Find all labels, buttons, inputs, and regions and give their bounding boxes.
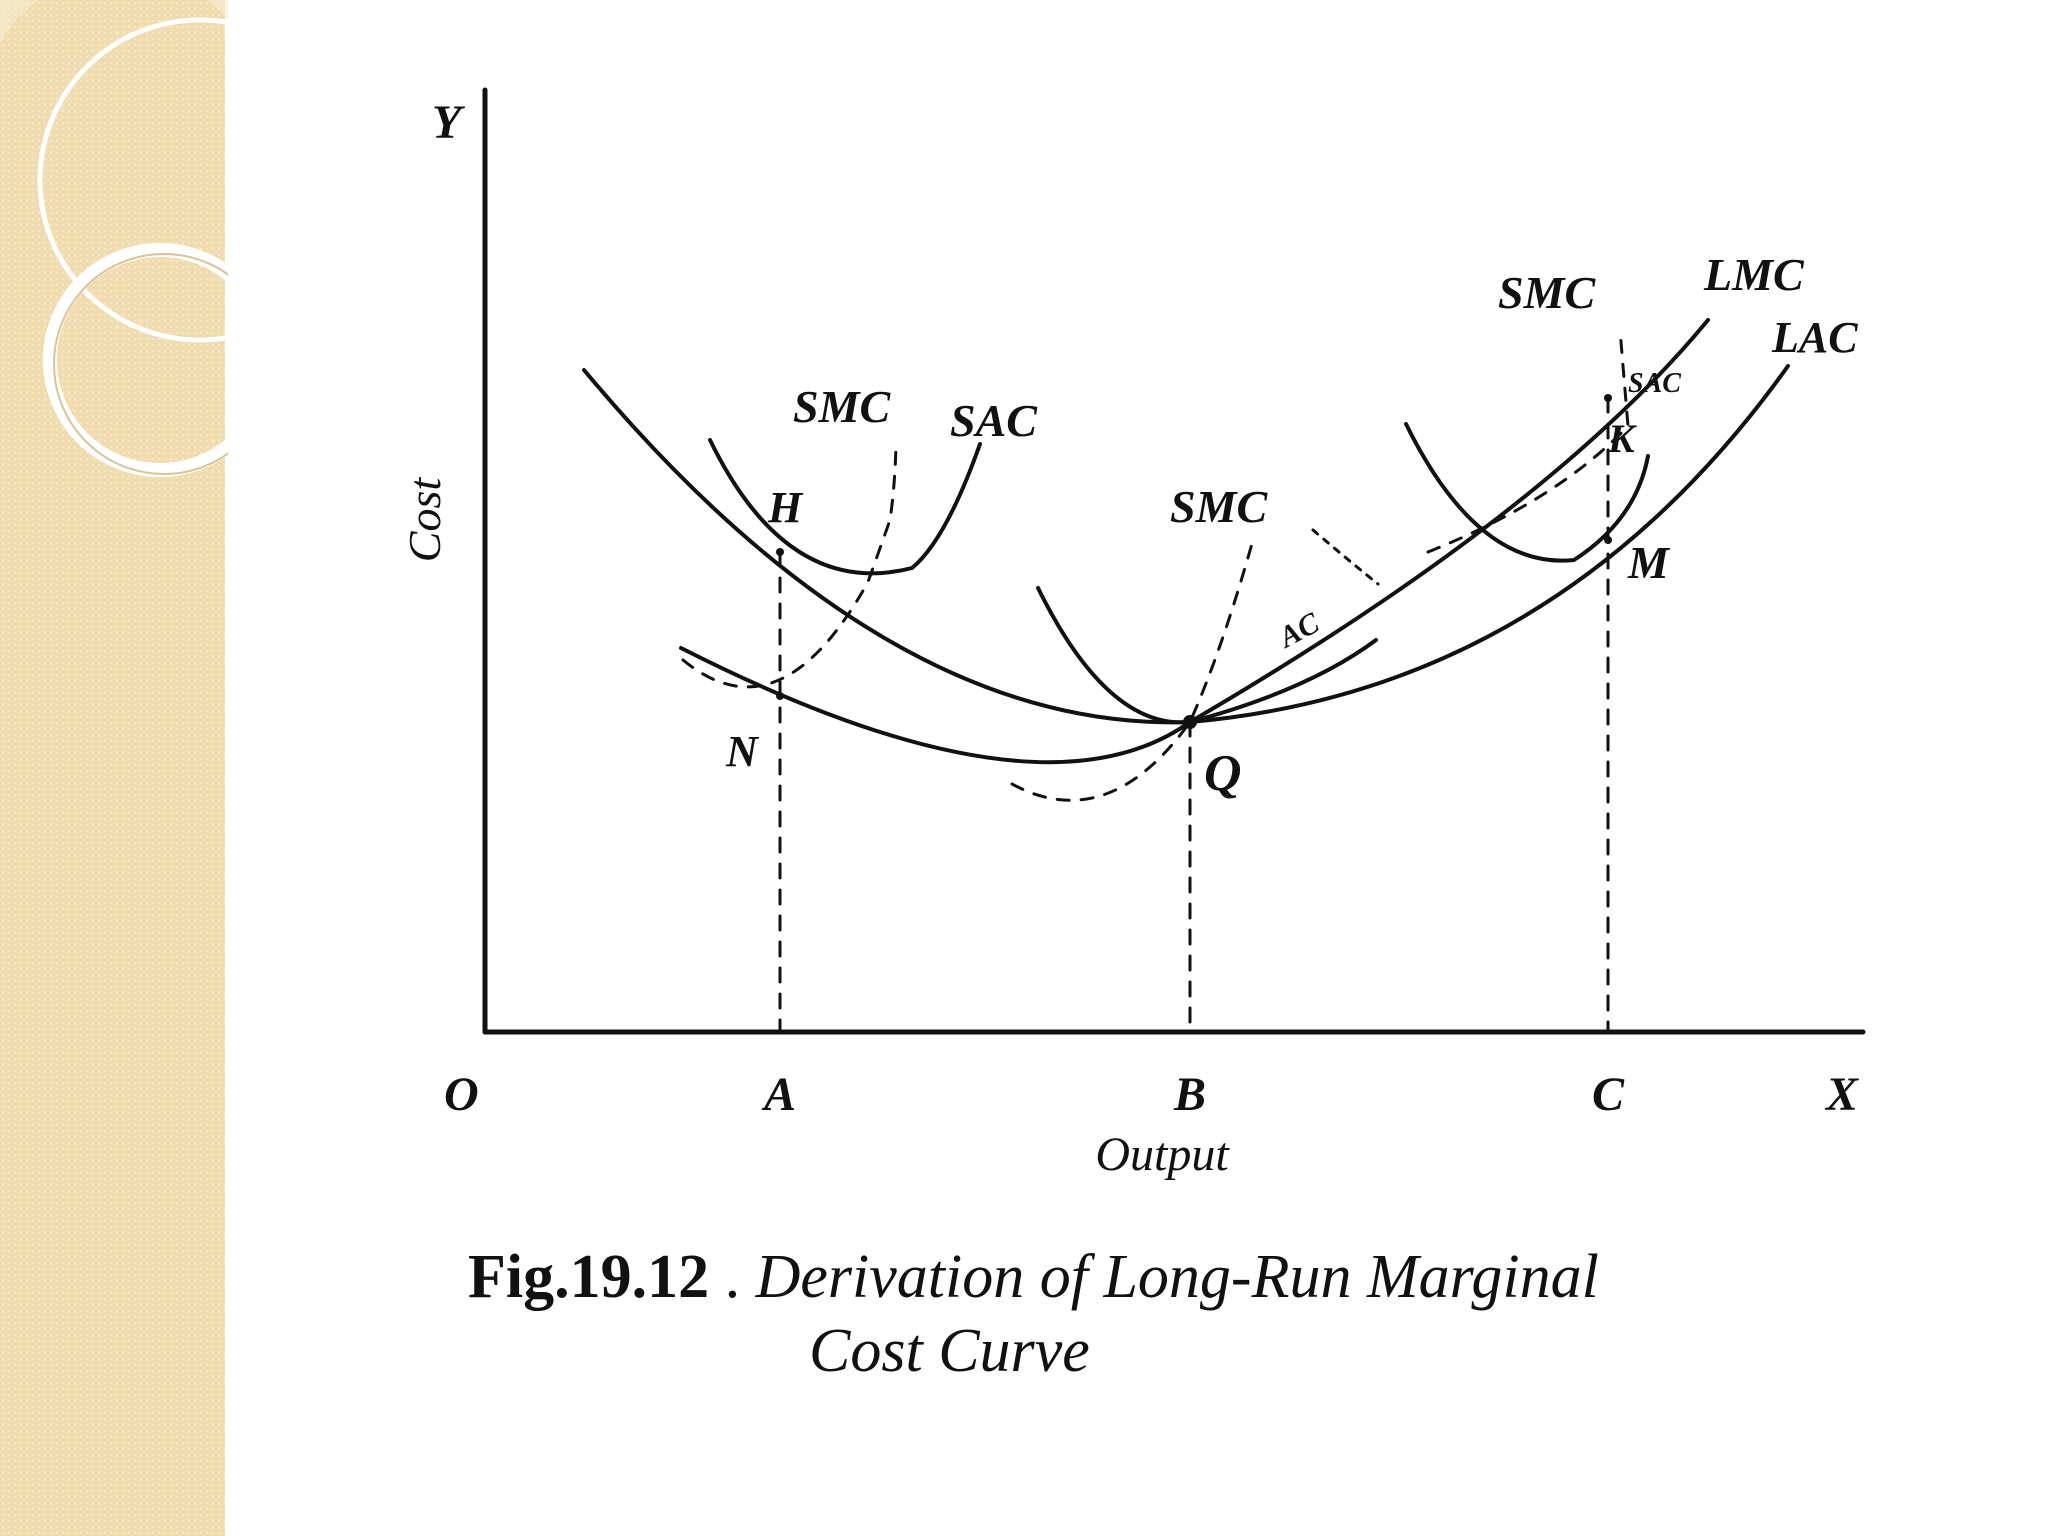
- sac3-curve: [1404, 422, 1650, 563]
- smc2-leader-line: [1311, 528, 1380, 586]
- sac2-curve: [1036, 586, 1378, 725]
- sac1-curve: [708, 438, 982, 576]
- smc2-curve: [1010, 538, 1255, 802]
- decorative-side-panel: [0, 0, 228, 1536]
- point-h-marker: [776, 548, 784, 556]
- point-m-marker: [1604, 536, 1612, 544]
- cost-curve-diagram: Y Cost O X Output A B C H N Q K M SMC SA…: [399, 87, 1866, 1181]
- point-k-marker: [1604, 394, 1612, 402]
- x-axis-label: Output: [1095, 1128, 1230, 1181]
- smc2-label: SMC: [1170, 481, 1268, 532]
- figure-title-line-2: Cost Curve: [809, 1317, 1090, 1386]
- figure-caption: Fig.19.12 . Derivation of Long-Run Margi…: [468, 1240, 1828, 1389]
- point-m-label: M: [1627, 537, 1671, 588]
- x-mark-b: B: [1173, 1068, 1206, 1121]
- sac2-label: AC: [1272, 606, 1325, 655]
- decorative-rings-icon: [0, 0, 228, 477]
- lac-label: LAC: [1771, 313, 1858, 362]
- sac1-label: SAC: [950, 395, 1038, 446]
- x-mark-a: A: [761, 1068, 796, 1121]
- y-axis-symbol: Y: [432, 96, 465, 149]
- point-q-label: Q: [1204, 745, 1242, 802]
- smc1-curve: [681, 442, 898, 689]
- smc3-curve: [1426, 328, 1630, 554]
- point-n-marker: [776, 692, 784, 700]
- x-mark-c: C: [1592, 1068, 1625, 1121]
- origin-label: O: [444, 1068, 479, 1121]
- smc3-label: SMC: [1498, 267, 1596, 318]
- point-n-label: N: [725, 727, 760, 776]
- sac3-label: SAC: [1628, 368, 1681, 399]
- x-axis-symbol: X: [1824, 1068, 1859, 1121]
- figure-title-line-1: Derivation of Long-Run Marginal: [755, 1243, 1599, 1311]
- point-h-label: H: [767, 483, 804, 532]
- point-k-label: K: [1607, 416, 1637, 461]
- figure-number: Fig.19.12: [468, 1243, 710, 1311]
- point-q-marker: [1183, 715, 1197, 729]
- lmc-label: LMC: [1703, 249, 1805, 300]
- y-axis-label: Cost: [399, 477, 450, 563]
- smc1-label: SMC: [793, 381, 891, 432]
- slide: Y Cost O X Output A B C H N Q K M SMC SA…: [228, 0, 2048, 1536]
